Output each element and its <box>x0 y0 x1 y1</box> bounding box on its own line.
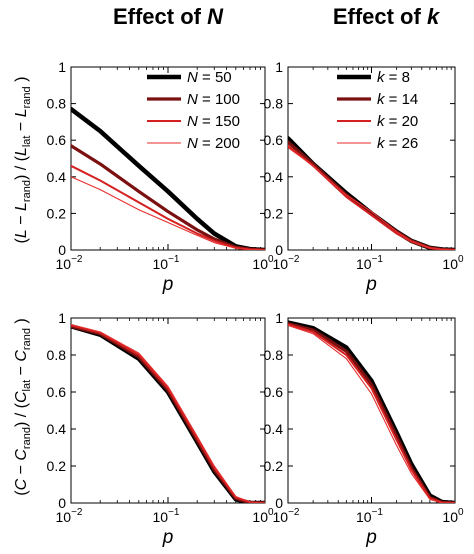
legend-label: k = 20 <box>377 113 418 130</box>
legend-label: k = 26 <box>377 135 418 152</box>
series-line-3 <box>288 323 455 503</box>
y-tick-label: 0.6 <box>47 132 67 148</box>
y-tick-label: 0.4 <box>264 169 284 185</box>
y-tick-label: 0.6 <box>47 384 67 400</box>
legend: N = 50 N = 100 N = 150 N = 200 <box>147 69 240 152</box>
legend-label: N = 150 <box>187 113 240 130</box>
x-axis-label: p <box>162 527 174 548</box>
x-tick-label: 10−1 <box>153 507 180 525</box>
x-tick-label: 10−1 <box>356 507 383 525</box>
series-group <box>71 106 265 250</box>
x-tick-label: 10−1 <box>153 254 180 272</box>
x-tick-label: 100 <box>252 254 274 272</box>
legend: k = 8 k = 14 k = 20 k = 26 <box>337 69 418 152</box>
series-line-2 <box>288 140 455 250</box>
x-tick-label: 100 <box>442 507 464 525</box>
y-tick-label: 0.8 <box>264 96 284 112</box>
legend-label: k = 8 <box>377 69 410 86</box>
series-line-1 <box>288 320 455 503</box>
series-line-2 <box>71 144 265 250</box>
x-tick-label: 10−2 <box>273 507 300 525</box>
y-tick-label: 1 <box>58 310 66 326</box>
x-tick-label: 100 <box>442 254 464 272</box>
plot-frame <box>70 317 266 504</box>
x-tick-label: 10−1 <box>356 254 383 272</box>
series-line-4 <box>288 324 455 503</box>
y-tick-label: 0.4 <box>47 421 67 437</box>
y-tick-label: 0.2 <box>264 458 284 474</box>
legend-label: k = 14 <box>377 91 418 108</box>
series-line-2 <box>71 324 265 503</box>
right-column-title: Effect of k <box>333 4 441 29</box>
series-group <box>71 323 265 503</box>
y-tick-label: 0 <box>58 242 66 258</box>
series-line-4 <box>71 323 265 503</box>
x-axis-label: p <box>365 274 377 295</box>
x-axis-label: p <box>162 274 174 295</box>
y-tick-label: 0.6 <box>264 132 284 148</box>
left-column-title: Effect of N <box>113 4 224 29</box>
y-tick-label: 0.4 <box>47 169 67 185</box>
legend-label: N = 50 <box>187 69 232 86</box>
x-tick-label: 10−2 <box>56 507 83 525</box>
panel-bottom-right: 0 0.2 0.4 0.6 0.8 1 10−2 10−1 100 p <box>264 310 464 548</box>
y-tick-label: 1 <box>275 59 283 75</box>
y-tick-label: 0.4 <box>264 421 284 437</box>
left-title-text: Effect of <box>113 4 207 29</box>
series-group <box>288 136 455 250</box>
right-title-text: Effect of <box>333 4 427 29</box>
y-tick-label: 1 <box>58 59 66 75</box>
y-tick-label: 0.8 <box>264 347 284 363</box>
series-line-1 <box>71 324 265 503</box>
right-title-var: k <box>427 4 441 29</box>
y-tick-label: 0 <box>275 242 283 258</box>
series-line-1 <box>288 136 455 250</box>
plot-frame <box>287 317 456 504</box>
x-tick-label: 100 <box>252 507 274 525</box>
series-line-4 <box>71 176 265 250</box>
series-line-2 <box>288 321 455 503</box>
y-tick-label: 0.8 <box>47 347 67 363</box>
y-tick-label: 1 <box>275 310 283 326</box>
x-tick-label: 10−2 <box>56 254 83 272</box>
y-tick-label: 0 <box>275 495 283 511</box>
series-group <box>288 320 455 503</box>
plot-frame <box>287 66 456 251</box>
panel-bottom-left: 0 0.2 0.4 0.6 0.8 1 10−2 10−1 100 p <box>47 310 274 548</box>
y-tick-label: 0.2 <box>47 458 67 474</box>
left-title-var: N <box>207 4 224 29</box>
y-tick-label: 0.6 <box>264 384 284 400</box>
legend-label: N = 200 <box>187 135 240 152</box>
series-line-3 <box>71 164 265 250</box>
legend-label: N = 100 <box>187 91 240 108</box>
series-line-4 <box>288 146 455 250</box>
ylabel-top: (L − Lrand) / (Llat − Lrand ) <box>13 77 33 244</box>
x-axis-label: p <box>365 527 377 548</box>
y-tick-label: 0 <box>58 495 66 511</box>
series-line-3 <box>71 324 265 503</box>
y-tick-label: 0.8 <box>47 96 67 112</box>
x-tick-label: 10−2 <box>273 254 300 272</box>
ylabel-bottom: (C − Crand) / (Clat − Crand ) <box>13 318 33 496</box>
y-tick-label: 0.2 <box>47 205 67 221</box>
y-tick-label: 0.2 <box>264 205 284 221</box>
